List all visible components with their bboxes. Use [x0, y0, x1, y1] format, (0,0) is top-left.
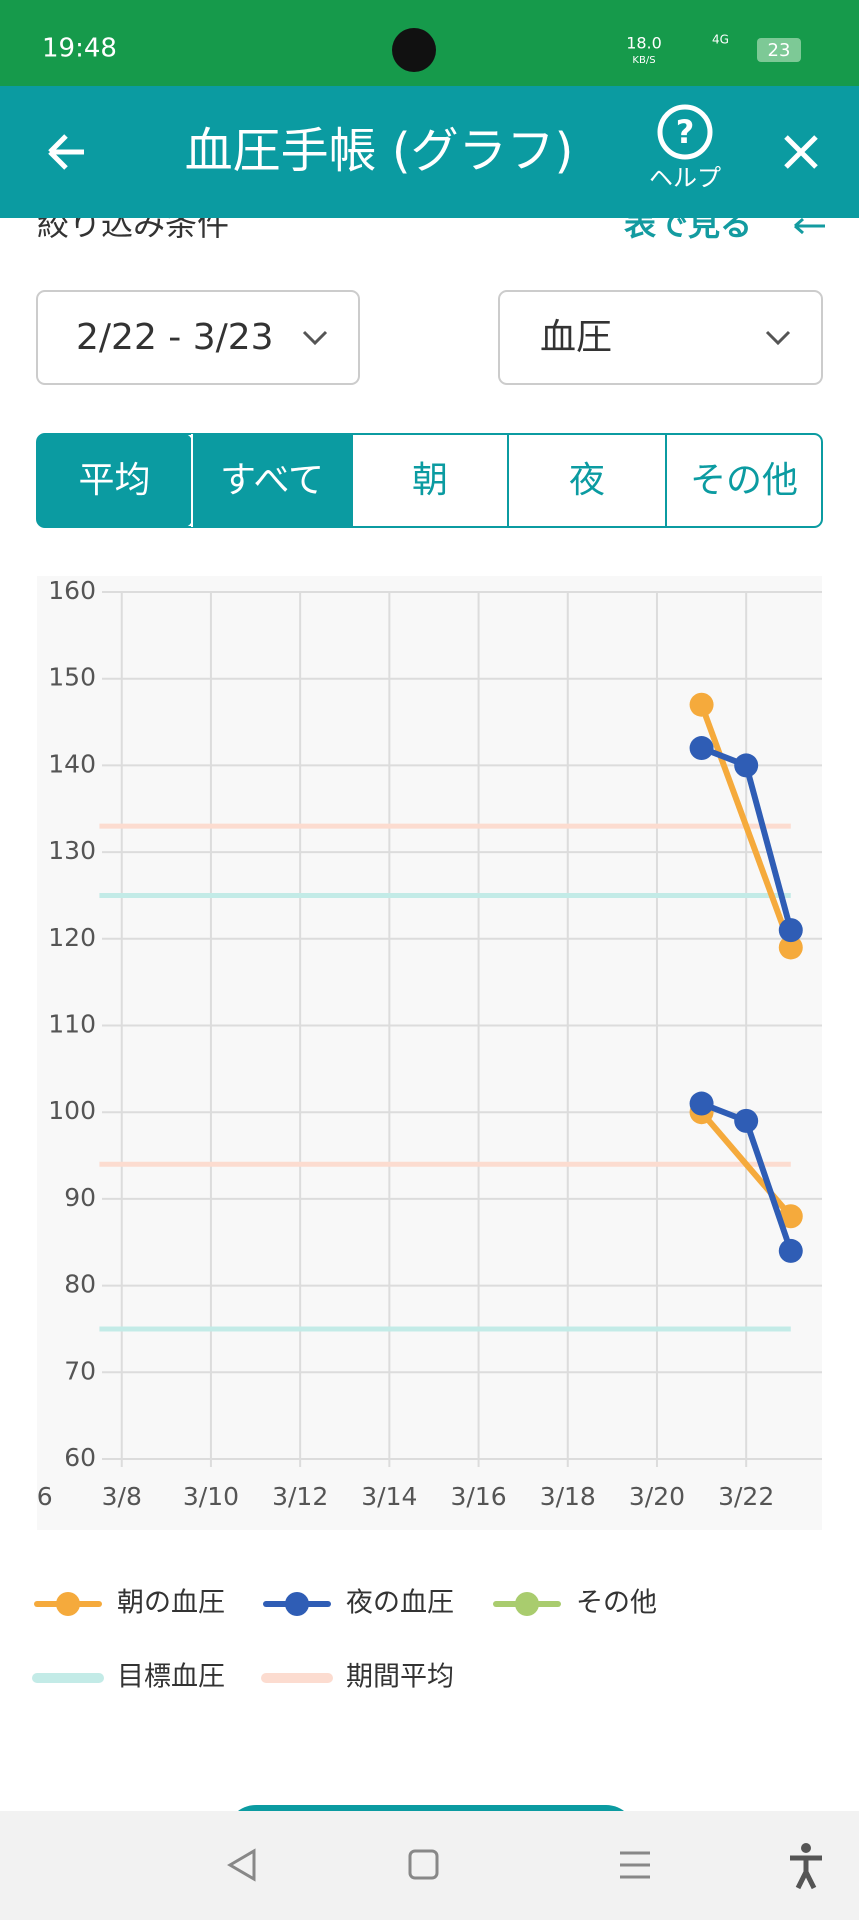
data-point[interactable]	[778, 1204, 803, 1229]
legend-marker	[56, 1592, 80, 1616]
y-tick-label: 70	[64, 1356, 96, 1385]
chart: 60 70 80 90 100 110 120 130 140 150 160 3/6 3/8 3/10 3…	[12, 576, 822, 1511]
x-tick-label: 3/14	[361, 1482, 417, 1511]
data-point[interactable]	[778, 918, 803, 943]
y-tick-label: 110	[48, 1010, 96, 1039]
nav-home[interactable]	[408, 1849, 439, 1880]
x-tick-label: 3/16	[450, 1482, 506, 1511]
y-tick-label: 90	[64, 1183, 96, 1212]
tab-group: 平均 すべて 朝 夜 その他	[36, 433, 823, 528]
legend-label: 朝の血圧	[117, 1588, 225, 1619]
help-button[interactable]	[657, 104, 713, 160]
close-button[interactable]	[784, 135, 818, 169]
y-tick-label: 150	[48, 663, 96, 692]
legend-label: 目標血圧	[117, 1662, 225, 1693]
nav-bar	[0, 1811, 859, 1920]
chevron	[765, 330, 791, 346]
accessibility-button[interactable]	[790, 1843, 822, 1890]
x-tick-label: 3/6	[12, 1482, 52, 1511]
hotspot-icon	[392, 28, 436, 72]
data-point[interactable]	[689, 1091, 714, 1116]
y-tick-label: 140	[48, 749, 96, 778]
legend-label: その他	[576, 1588, 657, 1619]
status-speed: 18.0	[626, 34, 662, 53]
data-point[interactable]	[778, 1238, 803, 1263]
x-tick-label: 3/20	[629, 1482, 685, 1511]
status-time: 19:48	[42, 34, 117, 64]
period-value: 2/22 - 3/23	[76, 317, 274, 358]
y-tick-label: 100	[48, 1096, 96, 1125]
swap-icon[interactable]	[794, 217, 825, 235]
tab-label: 朝	[412, 460, 448, 501]
y-tick-label: 120	[48, 923, 96, 952]
tab-selected[interactable]	[37, 434, 192, 527]
legend-marker	[515, 1592, 539, 1616]
data-point[interactable]	[734, 1108, 759, 1133]
status-speed-unit: KB/S	[632, 55, 655, 66]
legend-label: 期間平均	[346, 1662, 454, 1693]
data-point[interactable]	[778, 935, 803, 960]
chevron	[302, 330, 328, 346]
period-select[interactable]	[36, 290, 360, 385]
x-tick-label: 3/18	[540, 1482, 596, 1511]
series-line	[698, 703, 794, 949]
data-point[interactable]	[734, 753, 759, 778]
nav-menu[interactable]	[620, 1851, 650, 1879]
x-tick-label: 3/10	[183, 1482, 239, 1511]
y-tick-label: 60	[64, 1443, 96, 1472]
help-label[interactable]: ヘルプ	[649, 164, 721, 192]
tab-selected[interactable]	[192, 434, 352, 527]
back-button[interactable]	[48, 134, 84, 170]
y-tick-label: 80	[64, 1270, 96, 1299]
x-tick-label: 3/8	[102, 1482, 142, 1511]
metric-select[interactable]	[498, 290, 823, 385]
nav-back[interactable]	[227, 1848, 256, 1882]
battery-level: 23	[768, 40, 791, 61]
data-point[interactable]	[689, 736, 714, 761]
metric-value: 血圧	[540, 317, 612, 358]
x-tick-label: 3/22	[718, 1482, 774, 1511]
data-point[interactable]	[689, 692, 714, 717]
y-tick-label: 160	[48, 576, 96, 605]
tab-label: その他	[690, 460, 798, 501]
help-icon: ?	[676, 113, 695, 151]
app-bar	[0, 86, 859, 218]
battery	[757, 38, 801, 62]
app-title: 血圧手帳 (グラフ)	[185, 123, 574, 179]
tab-label: 夜	[569, 460, 605, 501]
tab-label: 平均	[78, 460, 150, 501]
y-tick-label: 130	[48, 836, 96, 865]
x-tick-label: 3/12	[272, 1482, 328, 1511]
legend-marker	[285, 1592, 309, 1616]
status-network: 4G	[712, 33, 729, 47]
chart-background	[37, 576, 822, 1530]
legend-label: 夜の血圧	[346, 1588, 454, 1619]
tab-label: すべて	[220, 460, 324, 501]
